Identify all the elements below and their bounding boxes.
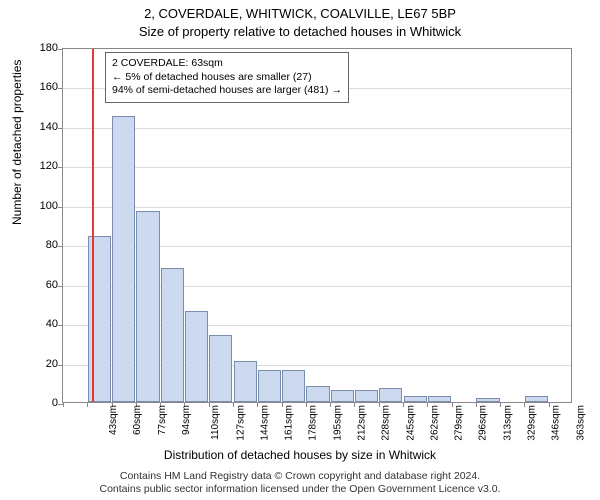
xtick-mark (427, 402, 428, 407)
ytick-label: 20 (8, 358, 58, 370)
xtick-label: 228sqm (381, 405, 392, 441)
xtick-mark (549, 402, 550, 407)
footer-line1: Contains HM Land Registry data © Crown c… (0, 470, 600, 483)
xtick-mark (330, 402, 331, 407)
ytick-label: 100 (8, 200, 58, 212)
gridline (63, 207, 571, 208)
xtick-mark (403, 402, 404, 407)
chart-container: 2, COVERDALE, WHITWICK, COALVILLE, LE67 … (0, 0, 600, 500)
xtick-label: 161sqm (284, 405, 295, 441)
xtick-mark (257, 402, 258, 407)
ytick-mark (58, 365, 63, 366)
histogram-bar (525, 396, 548, 402)
ytick-label: 120 (8, 160, 58, 172)
histogram-bar (379, 388, 402, 402)
xtick-label: 245sqm (405, 405, 416, 441)
marker-line (92, 49, 94, 402)
title-address: 2, COVERDALE, WHITWICK, COALVILLE, LE67 … (0, 6, 600, 21)
ytick-label: 80 (8, 239, 58, 251)
histogram-bar (404, 396, 427, 402)
histogram-bar (355, 390, 378, 402)
ytick-label: 0 (8, 397, 58, 409)
xtick-label: 212sqm (357, 405, 368, 441)
ytick-mark (58, 207, 63, 208)
ytick-label: 60 (8, 279, 58, 291)
xtick-label: 279sqm (454, 405, 465, 441)
histogram-bar (428, 396, 451, 402)
xtick-mark (282, 402, 283, 407)
footer-line2: Contains public sector information licen… (0, 483, 600, 496)
annotation-line: 2 COVERDALE: 63sqm (112, 57, 342, 71)
histogram-bar (476, 398, 499, 402)
ytick-mark (58, 167, 63, 168)
xtick-label: 144sqm (259, 405, 270, 441)
title-subtitle: Size of property relative to detached ho… (0, 24, 600, 39)
gridline (63, 128, 571, 129)
xtick-label: 363sqm (575, 405, 586, 441)
xtick-mark (354, 402, 355, 407)
xtick-mark (524, 402, 525, 407)
footer-credits: Contains HM Land Registry data © Crown c… (0, 470, 600, 496)
xtick-label: 329sqm (527, 405, 538, 441)
xtick-label: 262sqm (429, 405, 440, 441)
xtick-label: 313sqm (502, 405, 513, 441)
xtick-label: 110sqm (210, 405, 221, 440)
xtick-label: 94sqm (181, 405, 192, 435)
xtick-mark (379, 402, 380, 407)
xtick-mark (500, 402, 501, 407)
ytick-mark (58, 246, 63, 247)
ytick-mark (58, 286, 63, 287)
histogram-bar (258, 370, 281, 402)
ytick-mark (58, 325, 63, 326)
xtick-label: 195sqm (332, 405, 343, 441)
histogram-bar (136, 211, 159, 402)
annotation-line: ← 5% of detached houses are smaller (27) (112, 71, 342, 85)
histogram-bar (209, 335, 232, 402)
xtick-mark (233, 402, 234, 407)
annotation-line: 94% of semi-detached houses are larger (… (112, 84, 342, 98)
histogram-bar (331, 390, 354, 402)
ytick-label: 160 (8, 81, 58, 93)
gridline (63, 167, 571, 168)
xtick-mark (452, 402, 453, 407)
xtick-label: 43sqm (108, 405, 119, 435)
histogram-bar (112, 116, 135, 402)
xtick-label: 346sqm (551, 405, 562, 441)
plot-area: 2 COVERDALE: 63sqm← 5% of detached house… (62, 48, 572, 403)
ytick-mark (58, 49, 63, 50)
histogram-bar (234, 361, 257, 402)
histogram-bar (306, 386, 329, 402)
xtick-mark (63, 402, 64, 407)
ytick-label: 180 (8, 42, 58, 54)
annotation-box: 2 COVERDALE: 63sqm← 5% of detached house… (105, 52, 349, 103)
xtick-label: 60sqm (132, 405, 143, 435)
xtick-label: 127sqm (235, 405, 246, 441)
ytick-mark (58, 128, 63, 129)
x-axis-label: Distribution of detached houses by size … (0, 448, 600, 462)
xtick-label: 296sqm (478, 405, 489, 441)
histogram-bar (161, 268, 184, 402)
xtick-label: 77sqm (157, 405, 168, 435)
ytick-mark (58, 88, 63, 89)
xtick-label: 178sqm (308, 405, 319, 441)
histogram-bar (185, 311, 208, 402)
xtick-mark (87, 402, 88, 407)
ytick-label: 40 (8, 318, 58, 330)
ytick-label: 140 (8, 121, 58, 133)
histogram-bar (282, 370, 305, 402)
